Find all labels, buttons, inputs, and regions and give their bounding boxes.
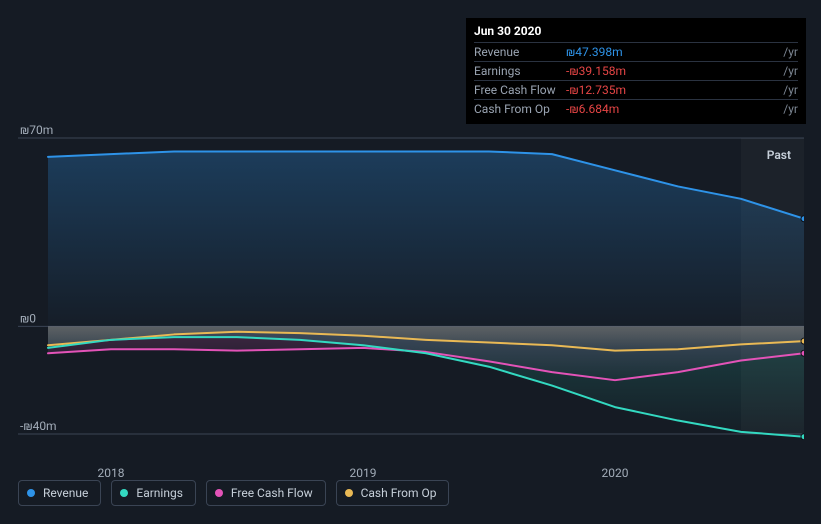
legend: Revenue Earnings Free Cash Flow Cash From O… bbox=[18, 480, 449, 506]
tooltip-date: Jun 30 2020 bbox=[474, 24, 798, 42]
legend-dot-icon bbox=[345, 489, 353, 497]
legend-item-cash-from-op[interactable]: Cash From Op bbox=[336, 480, 450, 506]
area-chart[interactable]: ₪70m ₪0 -₪40m bbox=[18, 124, 804, 440]
x-tick-label: 2018 bbox=[98, 466, 125, 480]
tooltip-row-value: -₪6.684m bbox=[566, 102, 779, 116]
tooltip-row-unit: /yr bbox=[783, 45, 798, 59]
tooltip-row-label: Revenue bbox=[474, 45, 566, 59]
tooltip-row-unit: /yr bbox=[783, 102, 798, 116]
tooltip-row-label: Earnings bbox=[474, 64, 566, 78]
legend-label: Cash From Op bbox=[361, 486, 437, 500]
y-tick-label: -₪40m bbox=[20, 419, 57, 433]
legend-label: Earnings bbox=[136, 486, 183, 500]
chart-area: ₪70m ₪0 -₪40m bbox=[18, 124, 804, 464]
legend-label: Revenue bbox=[43, 486, 88, 500]
legend-dot-icon bbox=[120, 489, 128, 497]
tooltip-row: Earnings-₪39.158m/yr bbox=[474, 61, 798, 80]
legend-label: Free Cash Flow bbox=[231, 486, 313, 500]
tooltip-row-value: -₪12.735m bbox=[566, 83, 779, 97]
legend-item-earnings[interactable]: Earnings bbox=[111, 480, 196, 506]
tooltip-row-unit: /yr bbox=[783, 64, 798, 78]
x-tick-label: 2020 bbox=[602, 466, 629, 480]
tooltip-row-label: Free Cash Flow bbox=[474, 83, 566, 97]
tooltip-row-value: ₪47.398m bbox=[566, 45, 779, 59]
y-tick-label: ₪0 bbox=[20, 311, 36, 325]
chart-tooltip: Jun 30 2020 Revenue₪47.398m/yrEarnings-₪… bbox=[466, 18, 806, 124]
tooltip-row: Cash From Op-₪6.684m/yr bbox=[474, 99, 798, 118]
legend-item-free-cash-flow[interactable]: Free Cash Flow bbox=[206, 480, 326, 506]
tooltip-row: Revenue₪47.398m/yr bbox=[474, 42, 798, 61]
tooltip-row: Free Cash Flow-₪12.735m/yr bbox=[474, 80, 798, 99]
legend-item-revenue[interactable]: Revenue bbox=[18, 480, 101, 506]
legend-dot-icon bbox=[215, 489, 223, 497]
tooltip-row-value: -₪39.158m bbox=[566, 64, 779, 78]
period-label: Past bbox=[767, 148, 791, 162]
y-tick-label: ₪70m bbox=[20, 124, 53, 137]
legend-dot-icon bbox=[27, 489, 35, 497]
tooltip-row-label: Cash From Op bbox=[474, 102, 566, 116]
x-tick-label: 2019 bbox=[350, 466, 377, 480]
tooltip-row-unit: /yr bbox=[783, 83, 798, 97]
